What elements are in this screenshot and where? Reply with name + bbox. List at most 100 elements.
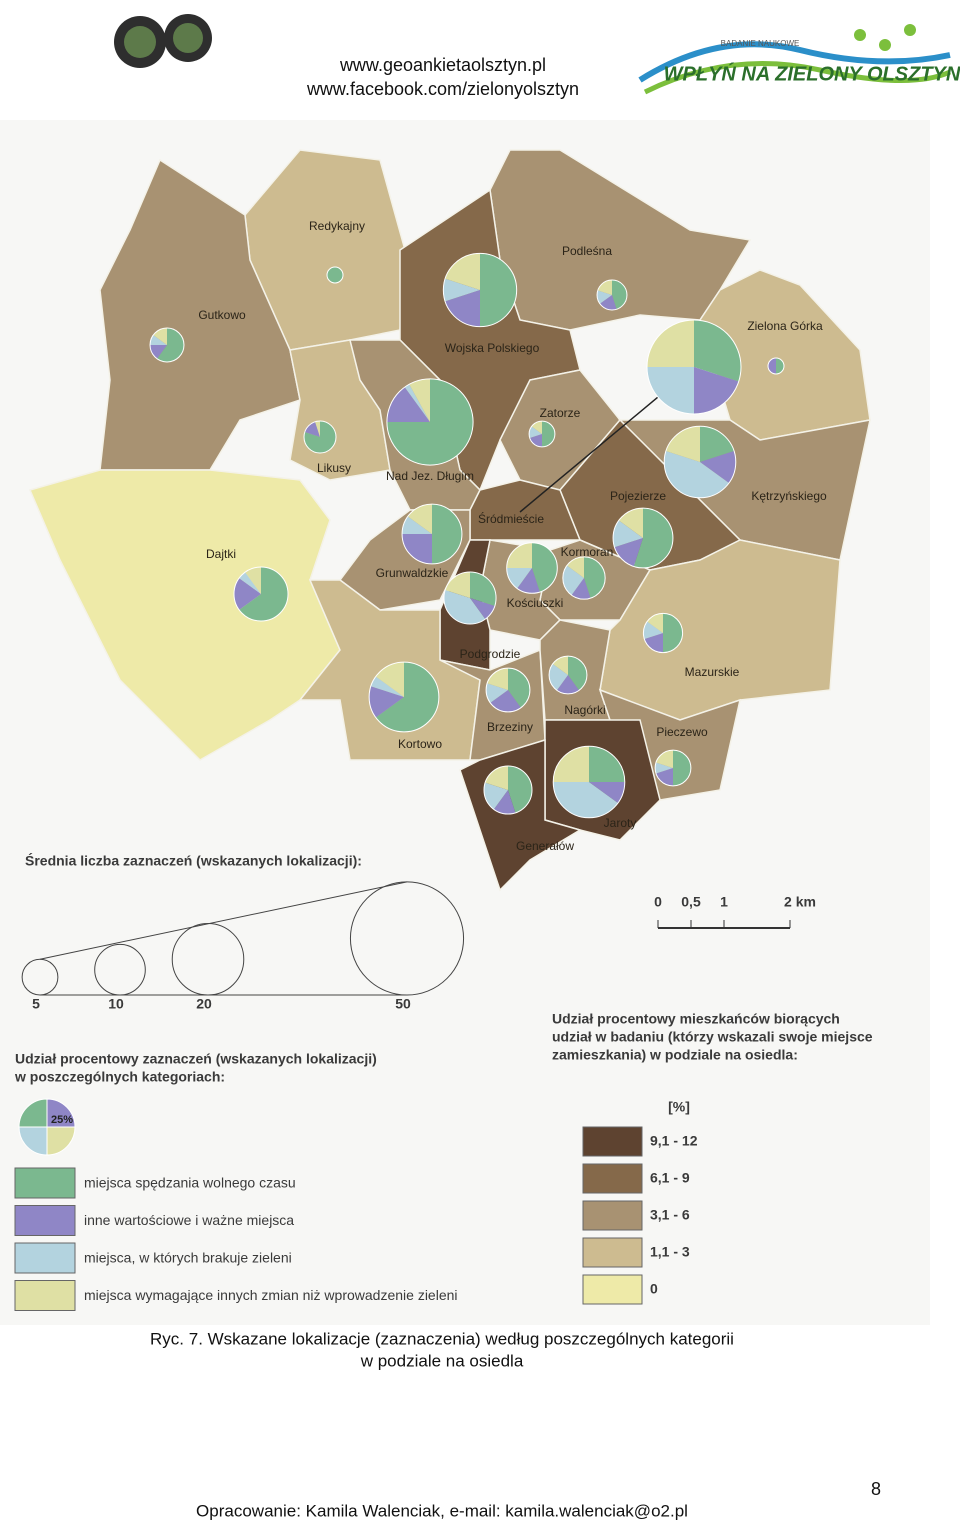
class-legend-unit: [%] [668, 1099, 690, 1115]
pie-wedge [508, 668, 530, 708]
pie-wedge [700, 450, 736, 484]
pie-wedge [445, 253, 480, 290]
class-swatch [582, 1163, 643, 1194]
category-legend: miejsca spędzania wolnego czasu inne wart… [14, 1167, 458, 1311]
pie-wedge [549, 663, 568, 691]
pie-wedge [409, 378, 430, 422]
pie-wedge [529, 434, 542, 447]
pie-wedge [532, 542, 558, 593]
category-legend-title: w poszczególnych kategoriach: [14, 1069, 225, 1085]
pie-wedge [612, 280, 627, 310]
pie-wedge [553, 746, 589, 782]
scale-label: 2 km [784, 894, 816, 910]
pie-wedge [664, 450, 729, 498]
pie-wedge [483, 782, 508, 810]
pie-outline [386, 378, 474, 466]
class-legend-title: zamieszkania) w podziale na osiedla: [552, 1047, 798, 1063]
pie-wedge [150, 335, 167, 345]
pie-wedge [480, 253, 517, 327]
pie-outline [562, 556, 606, 600]
pie-wedge [304, 421, 320, 437]
pie-outline [149, 327, 185, 363]
pie-wedge [386, 387, 430, 422]
pie-wedge [553, 782, 618, 818]
header-link[interactable]: www.facebook.com/zielonyolsztyn [306, 79, 579, 99]
pie-wedge [644, 633, 663, 653]
sample-quarter [18, 1126, 48, 1156]
pie-wedge [655, 768, 673, 786]
district-label: Podgrodzie [460, 647, 521, 661]
pie-wedge [655, 762, 673, 774]
pie-wedge [643, 621, 663, 640]
pie-wedge [485, 766, 508, 790]
pie-wedge [584, 556, 606, 599]
pie-wedge [614, 538, 643, 567]
district-label: Pojezierze [610, 489, 666, 503]
footer: Opracowanie: Kamila Walenciak, e-mail: k… [196, 1501, 688, 1520]
category-label: miejsca, w których brakuje zieleni [84, 1250, 292, 1266]
pie-wedge [618, 508, 643, 538]
pie-wedge [647, 613, 663, 633]
district-label: Zatorze [540, 406, 581, 420]
pie-wedge [597, 290, 612, 304]
category-swatch [14, 1205, 76, 1236]
pie-wedge [663, 613, 683, 653]
logo-title: WPŁYŃ NA ZIELONY OLSZTYN [664, 61, 960, 85]
pie-wedge [402, 534, 432, 564]
pie-wedge [694, 320, 741, 382]
pie-wedge [700, 426, 735, 462]
sample-pie [18, 1098, 76, 1156]
pie-wedge [552, 656, 568, 675]
category-label: miejsca wymagające innych zmian niż wpro… [84, 1287, 458, 1303]
class-label: 9,1 - 12 [650, 1133, 698, 1149]
pie-wedge [568, 656, 587, 691]
class-legend-title: udział w badaniu (którzy wskazali swoje … [552, 1029, 873, 1045]
pie-wedge [655, 750, 673, 768]
pie-wedge [303, 421, 336, 453]
district-label: Śródmieście [478, 511, 544, 526]
size-legend: 5 10 20 50 [21, 881, 465, 1012]
district-label: Jaroty [604, 816, 637, 830]
pie-outline [485, 667, 531, 713]
class-label: 6,1 - 9 [650, 1170, 690, 1186]
district-label: Podleśna [562, 244, 612, 258]
district-label: Brzeziny [487, 720, 533, 734]
district-label: Kościuszki [507, 596, 564, 610]
district-label: Kortowo [398, 737, 442, 751]
district-label: Grunwaldzkie [376, 566, 449, 580]
pie-wedge [375, 662, 439, 732]
pie-wedge [647, 367, 694, 414]
district-label: Mazurskie [685, 665, 740, 679]
class-swatch [582, 1237, 643, 1268]
pie-outline [233, 566, 289, 622]
pie-wedge [375, 662, 404, 697]
pie-outline [767, 357, 785, 375]
district-labels: Redykajny Gutkowo Podleśna Zielona Górka Woj… [198, 219, 827, 853]
district-label: Generałów [516, 839, 574, 853]
district-label: Zielona Górka [747, 319, 823, 333]
pie-wedge [245, 566, 261, 594]
district-label: Nad Jez. Długim [386, 469, 474, 483]
pie-wedge [404, 384, 430, 422]
scale-bar [657, 920, 791, 929]
sample-quarter [46, 1098, 76, 1128]
pie-wedge [673, 750, 691, 786]
pie-wedge [470, 571, 497, 607]
pie-wedge [470, 598, 495, 620]
pie-wedge [315, 421, 320, 437]
category-swatch [14, 1167, 76, 1199]
pie-wedge [407, 504, 432, 534]
class-swatch [582, 1200, 643, 1231]
pie-wedge [506, 542, 532, 568]
pie-wedge [490, 690, 521, 712]
sample-quarter [46, 1126, 76, 1156]
tangent-line [39, 881, 408, 960]
pie-wedge [493, 790, 516, 815]
pie-wedge [486, 683, 508, 703]
pie-wedge [443, 589, 486, 625]
pie-wedge [402, 516, 432, 534]
district-label: Kętrzyńskiego [751, 489, 827, 503]
pie-wedge [239, 572, 261, 594]
pie-wedge [556, 675, 580, 694]
header-link[interactable]: www.geoankietaolsztyn.pl [339, 55, 546, 75]
